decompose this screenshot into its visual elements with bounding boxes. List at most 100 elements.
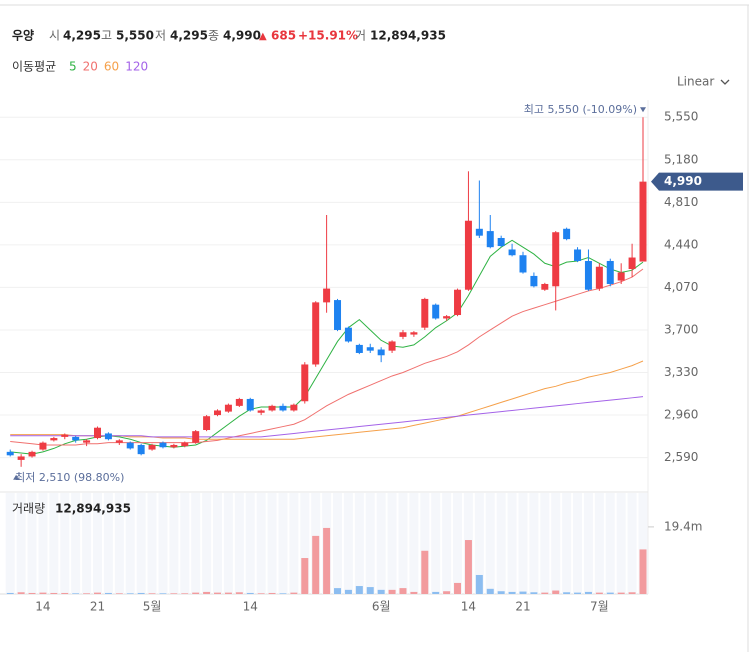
candle-body — [355, 344, 363, 353]
volume-slot — [573, 493, 583, 594]
volume-slot — [180, 493, 190, 594]
y-tick-label: 4,070 — [664, 280, 698, 294]
volume-bar — [115, 593, 123, 594]
scale-mode[interactable]: Linear — [677, 75, 714, 89]
volume-bar — [563, 592, 571, 594]
legend-entry: 120 — [125, 60, 148, 74]
candle-body — [72, 436, 80, 441]
volume-slot — [5, 493, 15, 594]
volume-slot — [540, 493, 550, 594]
volume-slot — [365, 493, 375, 594]
volume-slot — [474, 493, 484, 594]
volume-bar — [421, 550, 429, 594]
volume-title-value: 12,894,935 — [55, 502, 131, 516]
candle-body — [464, 220, 472, 290]
candle-body — [50, 438, 58, 441]
volume-slot — [551, 493, 561, 594]
volume-slot — [594, 493, 604, 594]
volume-title: 거래량 — [12, 502, 45, 516]
volume-bar — [410, 591, 418, 594]
candle-body — [617, 272, 625, 281]
candle-body — [83, 440, 91, 443]
price-tag-label: 4,990 — [664, 174, 702, 188]
volume-slot — [169, 493, 179, 594]
x-tick-label: 14 — [461, 600, 476, 614]
x-tick-label: 7월 — [590, 600, 609, 614]
volume-bar — [334, 588, 342, 594]
legend-entry: 5 — [69, 60, 77, 74]
volume-bar — [159, 593, 167, 594]
candle-body — [344, 327, 352, 342]
volume-bar — [17, 592, 25, 594]
candle-body — [563, 228, 571, 240]
volume-bar — [246, 592, 254, 594]
candle-body — [224, 404, 232, 412]
volume-bar — [464, 540, 472, 594]
volume-bar — [6, 592, 14, 594]
volume-slot — [431, 493, 441, 594]
candle-body — [94, 427, 101, 439]
volume-bar — [192, 592, 200, 594]
close-label: 종 — [208, 29, 219, 43]
volume-slot — [485, 493, 495, 594]
dropdown-chevron[interactable] — [720, 79, 730, 85]
volume-bar — [72, 593, 80, 594]
candle-body — [486, 231, 494, 248]
max-marker — [640, 107, 646, 113]
volume-bar — [224, 592, 232, 594]
volume-bar — [552, 590, 560, 594]
volume-bar — [279, 593, 287, 594]
max-annotation: 최고 5,550 (-10.09%) — [524, 103, 637, 116]
candle-body — [530, 275, 538, 287]
ma-line — [10, 268, 644, 446]
volume-slot — [638, 493, 648, 594]
volume-slot — [158, 493, 168, 594]
volume-slot — [256, 493, 266, 594]
volume-bar — [388, 589, 396, 594]
change-pct: +15.91% — [298, 29, 358, 43]
volume-bar — [606, 592, 614, 594]
volume-bar — [94, 592, 101, 594]
y-tick-label: 5,180 — [664, 152, 698, 166]
candle-body — [39, 442, 47, 450]
candle-body — [454, 289, 462, 316]
candle-body — [268, 405, 276, 411]
volume-bar — [584, 591, 592, 594]
volume-bar — [203, 591, 211, 594]
ma-label: 이동평균 — [12, 60, 56, 74]
volume-bar — [574, 592, 582, 594]
volume-label: 거 — [355, 29, 366, 43]
candle-body — [584, 260, 592, 290]
candle-body — [6, 451, 14, 456]
candle-body — [508, 249, 516, 256]
candle-body — [312, 302, 320, 365]
candle-body — [334, 300, 342, 330]
volume-bar — [355, 586, 363, 594]
candle-body — [290, 404, 298, 411]
volume-bar — [475, 574, 483, 594]
volume-bar — [126, 593, 134, 594]
candle-body — [323, 288, 331, 303]
volume-bar — [214, 592, 222, 594]
candle-body — [432, 304, 440, 319]
volume-bar — [323, 527, 331, 594]
volume-bar — [257, 593, 265, 594]
candle-body — [497, 237, 505, 247]
volume-bar — [595, 592, 603, 594]
volume-slot — [49, 493, 59, 594]
volume-bar — [432, 591, 440, 594]
volume-slot — [409, 493, 419, 594]
volume-bar — [508, 591, 516, 594]
volume-slot — [245, 493, 255, 594]
low-label: 저 — [155, 29, 166, 43]
x-tick-label: 14 — [35, 600, 50, 614]
volume-slot — [93, 493, 102, 594]
legend-entry: 20 — [83, 60, 98, 74]
up-arrow: ▲ — [259, 31, 267, 42]
ma-line — [10, 239, 644, 455]
volume-bar — [617, 592, 625, 594]
volume-slot — [398, 493, 408, 594]
min-marker — [13, 474, 20, 480]
volume-slot — [420, 493, 430, 594]
